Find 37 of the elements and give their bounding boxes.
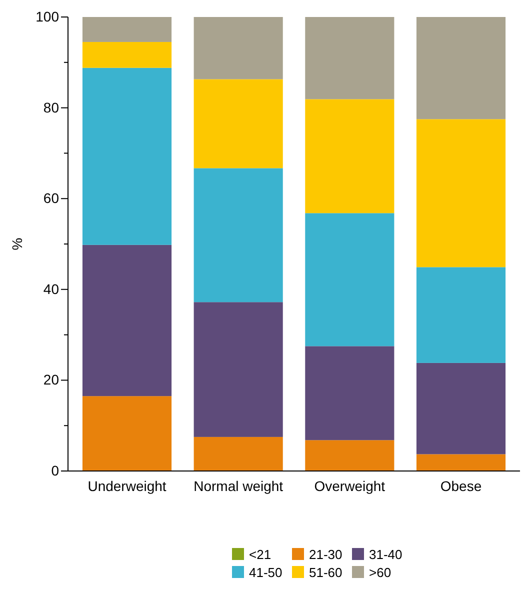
bar — [416, 119, 506, 268]
bar — [416, 454, 506, 471]
bar — [305, 17, 394, 100]
bar — [82, 42, 172, 68]
bar — [82, 17, 172, 42]
bar — [194, 436, 283, 471]
y-tick-label: 100 — [36, 8, 60, 24]
legend-label: <21 — [249, 547, 272, 562]
bar — [305, 213, 394, 346]
bar — [305, 346, 394, 440]
y-tick-label: 80 — [43, 99, 60, 116]
bar — [416, 17, 506, 120]
y-tick-label: 40 — [43, 280, 60, 297]
legend-label: 41-50 — [249, 565, 282, 580]
bar — [194, 168, 283, 302]
x-tick-label: Obese — [440, 478, 482, 494]
legend-label: 51-60 — [309, 565, 342, 580]
y-tick-label: 20 — [43, 372, 60, 388]
y-tick-label: 0 — [51, 462, 60, 478]
y-axis-title: % — [9, 238, 25, 250]
legend-label: 21-30 — [309, 547, 342, 562]
bar — [82, 244, 172, 396]
bar — [194, 17, 283, 80]
bar — [305, 440, 394, 471]
bar — [82, 396, 172, 471]
bar — [416, 362, 506, 454]
x-tick-label: Overweight — [314, 478, 386, 494]
bar — [416, 267, 506, 363]
y-tick-label: 60 — [43, 190, 60, 206]
bar — [194, 302, 283, 437]
bar — [82, 68, 172, 245]
bar — [305, 99, 394, 214]
legend-label: 31-40 — [369, 547, 402, 562]
bar — [194, 79, 283, 168]
legend-label: >60 — [369, 565, 392, 580]
x-tick-label: Normal weight — [194, 478, 284, 494]
x-tick-label: Underweight — [88, 478, 166, 494]
